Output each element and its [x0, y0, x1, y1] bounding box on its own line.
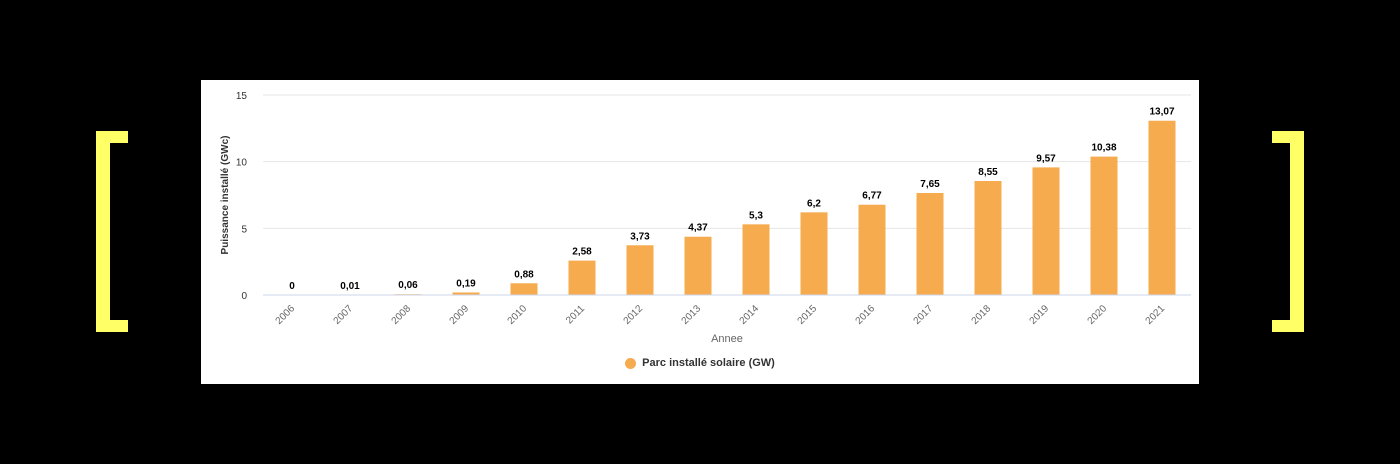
bar[interactable]: [800, 212, 828, 295]
x-tick-label: 2015: [796, 303, 820, 327]
bar[interactable]: [974, 181, 1002, 295]
x-axis-ticks: 2006 2007 2008 2009 2010 2011 2012 2013 2014 2015…: [274, 303, 1168, 327]
data-label: 6,77: [862, 191, 882, 202]
x-tick-label: 2011: [564, 303, 587, 326]
x-tick-label: 2018: [970, 303, 994, 327]
data-label: 8,55: [978, 167, 998, 178]
data-label: 3,73: [630, 231, 650, 242]
bar[interactable]: [742, 224, 770, 295]
data-label: 10,38: [1091, 143, 1116, 154]
x-tick-label: 2009: [448, 303, 472, 327]
bar[interactable]: [626, 245, 654, 295]
data-label: 0,88: [514, 269, 534, 280]
y-tick-label: 5: [241, 224, 247, 235]
left-bracket-decoration: [96, 131, 128, 332]
bars: [336, 120, 1176, 295]
chart-panel: 0 5 10 15 0 0,01 0,06 0,19 0,88 2,58 3,73 4,37 5,3 6…: [201, 80, 1199, 384]
right-bracket-decoration: [1272, 131, 1304, 332]
data-label: 7,65: [920, 179, 940, 190]
data-label: 5,3: [749, 210, 763, 221]
y-axis-title: Puissance installé (GWc): [220, 136, 231, 255]
legend-label: Parc installé solaire (GW): [642, 357, 775, 369]
legend[interactable]: Parc installé solaire (GW): [201, 357, 1199, 369]
x-tick-label: 2019: [1028, 303, 1052, 327]
bar[interactable]: [916, 193, 944, 295]
y-tick-label: 0: [241, 291, 247, 302]
y-tick-label: 10: [236, 158, 248, 169]
data-label: 0,19: [456, 278, 476, 289]
bar[interactable]: [1148, 120, 1176, 295]
x-tick-label: 2007: [332, 303, 356, 327]
x-tick-label: 2017: [912, 303, 936, 327]
x-tick-label: 2013: [680, 303, 704, 327]
bar[interactable]: [1090, 156, 1118, 295]
bar-chart: 0 5 10 15 0 0,01 0,06 0,19 0,88 2,58 3,73 4,37 5,3 6…: [220, 91, 1191, 345]
data-label: 6,2: [807, 198, 821, 209]
bar[interactable]: [684, 236, 712, 295]
x-tick-label: 2006: [274, 303, 298, 327]
bar[interactable]: [510, 283, 538, 295]
x-tick-label: 2010: [506, 303, 530, 327]
data-label: 0: [289, 281, 295, 292]
x-tick-label: 2008: [390, 303, 414, 327]
bar[interactable]: [858, 204, 886, 295]
x-axis-title: Annee: [711, 333, 743, 345]
data-label: 0,01: [340, 281, 360, 292]
bar[interactable]: [568, 260, 596, 295]
bar[interactable]: [1032, 167, 1060, 295]
data-label: 4,37: [688, 223, 708, 234]
y-tick-label: 15: [236, 91, 248, 102]
data-label: 0,06: [398, 280, 418, 291]
bar[interactable]: [452, 292, 480, 295]
data-label: 13,07: [1149, 107, 1174, 118]
x-tick-label: 2012: [622, 303, 646, 327]
legend-marker-icon: [625, 357, 637, 369]
x-tick-label: 2016: [854, 303, 878, 327]
y-axis-ticks: 0 5 10 15: [236, 91, 248, 302]
x-tick-label: 2021: [1144, 303, 1168, 327]
data-label: 2,58: [572, 247, 592, 258]
x-tick-label: 2020: [1086, 303, 1110, 327]
data-labels: 0 0,01 0,06 0,19 0,88 2,58 3,73 4,37 5,3 6,2 6,77 7…: [289, 107, 1175, 292]
x-tick-label: 2014: [738, 303, 762, 327]
data-label: 9,57: [1036, 153, 1056, 164]
